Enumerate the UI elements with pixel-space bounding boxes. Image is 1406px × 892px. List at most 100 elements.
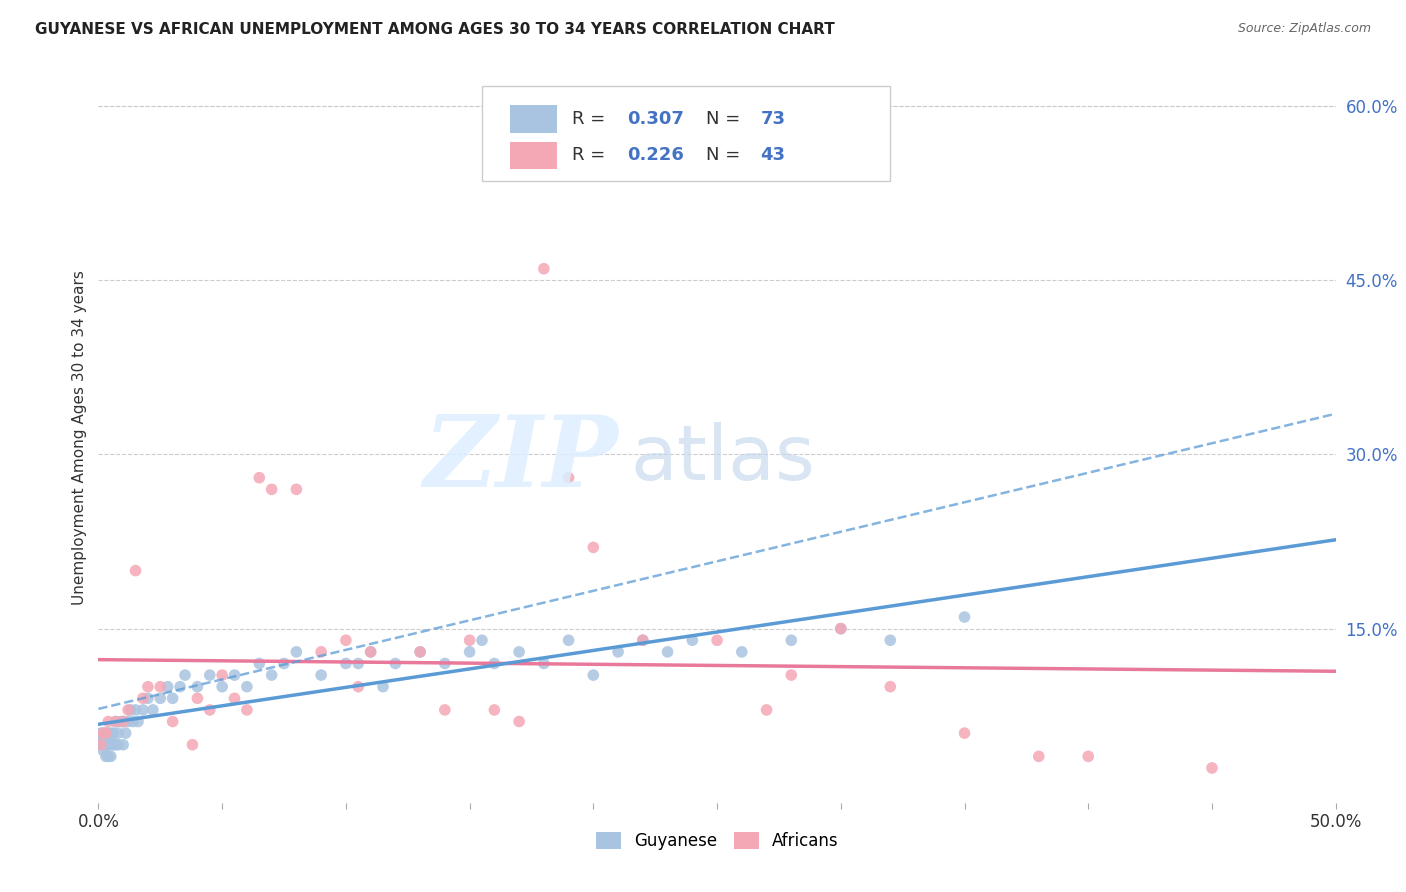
FancyBboxPatch shape [482,86,890,181]
Point [107,738,129,752]
Text: atlas: atlas [630,422,815,496]
Point [132,691,155,706]
Point [104,714,127,729]
Point [110,714,132,729]
Point [100,726,122,740]
Point [124,564,146,578]
Point [198,668,221,682]
Point [458,645,481,659]
Point [211,680,233,694]
Point [142,703,165,717]
Point [347,680,370,694]
Point [780,633,803,648]
Point [508,645,530,659]
Y-axis label: Unemployment Among Ages 30 to 34 years: Unemployment Among Ages 30 to 34 years [72,269,87,605]
Point [90,738,112,752]
Point [104,738,127,752]
Point [273,657,295,671]
Point [409,645,432,659]
Point [198,703,221,717]
Point [94,738,117,752]
Point [607,645,630,659]
Point [471,633,494,648]
Point [114,726,136,740]
Point [755,703,778,717]
Point [186,691,208,706]
Point [169,680,191,694]
Point [830,622,852,636]
Point [117,703,139,717]
Point [285,483,308,497]
Point [681,633,703,648]
Point [879,633,901,648]
Point [953,610,976,624]
Point [360,645,382,659]
Point [156,680,179,694]
Point [1077,749,1099,764]
Point [631,633,654,648]
Point [174,668,197,682]
Point [136,691,159,706]
Point [100,731,122,746]
Point [484,703,506,717]
Text: Source: ZipAtlas.com: Source: ZipAtlas.com [1237,22,1371,36]
Point [247,657,270,671]
Point [112,714,135,729]
Point [97,726,120,740]
Point [122,714,145,729]
Point [93,726,115,740]
Point [731,645,754,659]
Point [780,668,803,682]
Point [433,703,456,717]
Point [347,657,370,671]
Point [657,645,679,659]
Point [93,731,115,746]
Point [93,726,115,740]
Point [533,657,555,671]
Point [309,645,332,659]
Point [236,680,259,694]
Point [582,668,605,682]
Point [120,703,142,717]
Point [260,483,283,497]
Text: ZIP: ZIP [423,411,619,508]
Point [90,738,112,752]
Point [94,726,117,740]
Point [224,668,246,682]
Point [100,749,122,764]
Point [557,471,579,485]
Point [879,680,901,694]
Point [112,714,135,729]
Text: GUYANESE VS AFRICAN UNEMPLOYMENT AMONG AGES 30 TO 34 YEARS CORRELATION CHART: GUYANESE VS AFRICAN UNEMPLOYMENT AMONG A… [35,22,835,37]
Text: 0.226: 0.226 [627,146,683,164]
Legend: Guyanese, Africans: Guyanese, Africans [589,825,845,856]
Point [97,738,120,752]
Point [103,726,125,740]
Point [107,726,129,740]
Point [582,541,605,555]
Point [631,633,654,648]
Text: N =: N = [706,146,747,164]
Point [104,714,127,729]
Point [94,749,117,764]
Point [127,714,149,729]
Text: N =: N = [706,110,747,128]
Point [149,680,172,694]
Point [93,738,115,752]
Point [484,657,506,671]
Point [97,749,120,764]
Point [1028,749,1050,764]
Point [117,714,139,729]
Text: 0.307: 0.307 [627,110,683,128]
Point [224,691,246,706]
Text: 73: 73 [761,110,786,128]
Point [132,703,155,717]
Point [508,714,530,729]
Point [90,726,112,740]
Point [103,738,125,752]
Point [384,657,406,671]
Text: R =: R = [572,110,612,128]
Point [285,645,308,659]
Point [830,622,852,636]
Point [162,714,184,729]
